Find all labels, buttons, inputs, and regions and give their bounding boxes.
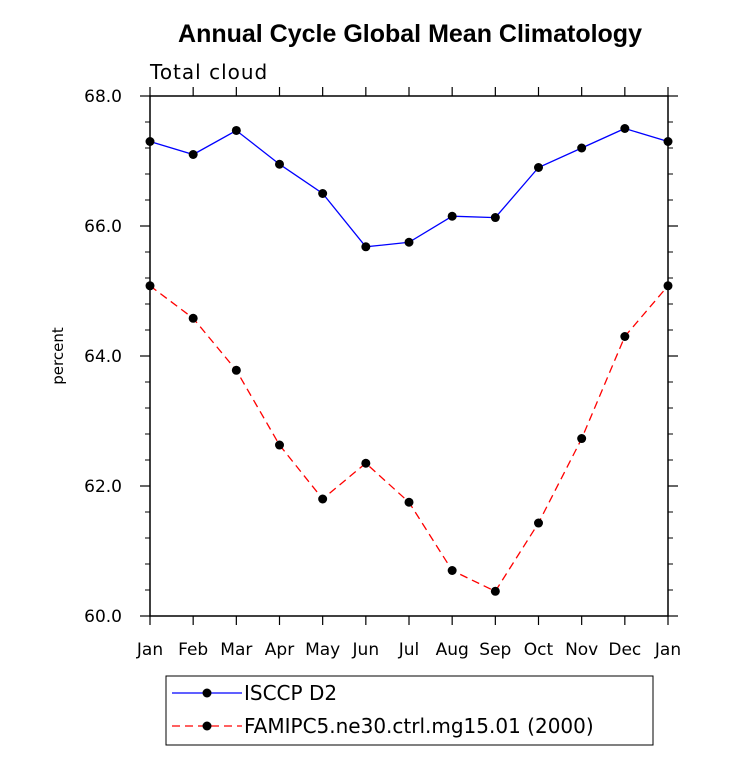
series-0-point [577,143,587,153]
series-1-point [534,518,543,528]
x-tick-label: Nov [565,640,598,660]
chart-title: Annual Cycle Global Mean Climatology [178,20,642,48]
legend-label-famipc5: FAMIPC5.ne30.ctrl.mg15.01 (2000) [244,714,594,738]
series-0-point [620,124,630,133]
legend-label-isccp: ISCCP D2 [244,681,337,705]
series-0-point [145,137,155,146]
series-1-point [620,332,630,341]
x-tick-label: Aug [436,640,469,660]
axis-ticks [140,87,678,625]
series-1-point [275,440,284,450]
legend: ISCCP D2 FAMIPC5.ne30.ctrl.mg15.01 (2000… [165,675,654,746]
x-tick-label: Oct [524,640,554,660]
series-1-point [663,281,673,291]
y-tick-label: 66.0 [84,217,122,237]
series-0-point [490,213,500,223]
y-tick-label: 60.0 [84,607,122,627]
series-0-point [663,137,673,146]
series-line-0 [149,127,669,248]
series-1-point [231,365,241,375]
y-tick-label: 64.0 [84,347,122,367]
y-axis-label: percent [49,327,67,385]
series-1-point [490,586,500,596]
x-tick-label: Mar [220,640,252,660]
x-tick-label: Jun [352,640,380,660]
series-0-point [318,189,328,198]
series-0-point [404,237,414,247]
series-1-point [145,281,155,291]
x-tick-label: Jul [398,640,420,660]
chart-subtitle: Total cloud [149,60,268,84]
series-1-point [404,497,414,507]
x-tick-label: Sep [479,640,511,660]
series-0-point [361,242,371,252]
series-1-point [447,566,457,575]
plot-frame [149,95,669,617]
x-tick-labels: Jan Feb Mar Apr May Jun Jul Aug Sep Oct Nov Dec Jan [136,640,681,660]
series-line-1 [149,285,669,593]
series-1-point [361,458,371,468]
series-0-point [447,211,457,221]
series-1-point [577,434,587,444]
legend-marker-famipc5 [202,721,212,731]
series-layer [145,124,673,596]
y-tick-labels: 60.0 62.0 64.0 66.0 68.0 [84,87,122,627]
series-1-point [318,494,328,504]
y-tick-label: 68.0 [84,87,122,107]
series-0-point [188,150,198,159]
legend-marker-isccp [202,688,212,698]
legend-box [165,675,654,746]
y-tick-label: 62.0 [84,477,122,497]
x-tick-label: May [305,640,340,660]
x-tick-label: Jan [136,640,163,660]
series-0-point [275,159,284,169]
series-0-point [534,163,543,172]
x-tick-label: Apr [265,640,294,660]
x-tick-label: Feb [178,640,208,660]
x-tick-label: Dec [608,640,641,660]
series-1-point [188,313,198,323]
series-0-point [231,125,241,135]
x-tick-label: Jan [654,640,681,660]
